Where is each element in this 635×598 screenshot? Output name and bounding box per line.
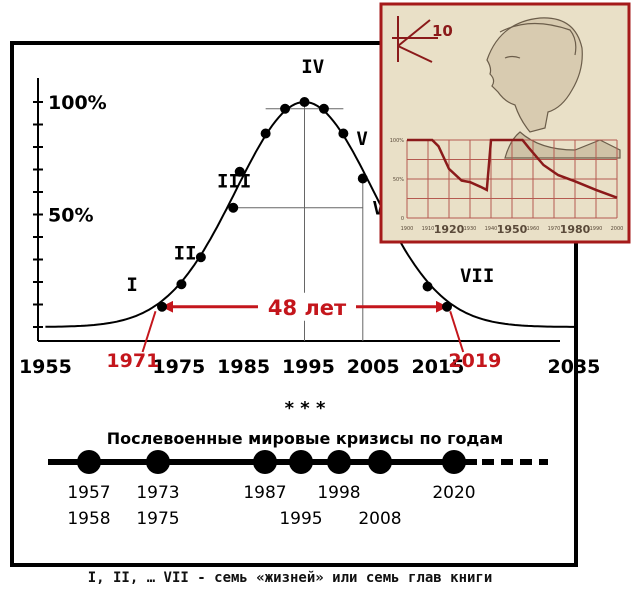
data-point <box>280 103 291 114</box>
span-label: 48 лет <box>268 296 347 320</box>
inset-x-tick-label: 1960 <box>527 226 540 232</box>
timeline-year: 1995 <box>279 509 322 529</box>
chapter-label: V <box>356 128 367 150</box>
y-tick-label: 50% <box>48 205 93 227</box>
data-point <box>357 173 368 184</box>
data-point <box>228 202 239 213</box>
inset-x-tick-label: 1930 <box>464 226 477 232</box>
chapter-label: I <box>126 274 137 296</box>
timeline-node <box>442 450 466 474</box>
data-point <box>260 128 271 139</box>
inset-y-tick-label: 50% <box>393 177 404 183</box>
data-point <box>157 301 167 312</box>
data-point <box>338 128 349 139</box>
highlight-leader <box>449 310 465 353</box>
inset-x-tick-label: 2000 <box>611 226 624 232</box>
timeline-year: 1975 <box>136 509 179 529</box>
inset-x-tick-label: 1970 <box>548 226 561 232</box>
data-point <box>318 103 329 114</box>
logo-k10: 10 <box>392 16 453 63</box>
timeline-title: Послевоенные мировые кризисы по годам <box>107 429 503 448</box>
data-point <box>195 252 206 263</box>
inset-x-tick-label: 1900 <box>401 226 414 232</box>
span-label-bg <box>258 292 356 321</box>
x-tick-label: 1955 <box>19 356 72 378</box>
inset-x-tick-label: 1920 <box>434 223 465 236</box>
x-tick-label-highlight: 1971 <box>106 350 159 372</box>
timeline-year: 2020 <box>432 483 475 503</box>
highlight-leader <box>141 310 157 353</box>
timeline-node <box>289 450 313 474</box>
inset-x-tick-label: 1980 <box>560 223 591 236</box>
bell-curve <box>45 100 577 328</box>
inset-y-tick-label: 100% <box>390 138 405 144</box>
svg-text:10: 10 <box>432 22 453 40</box>
chapter-label: IV <box>301 56 324 78</box>
inset-x-tick-label: 1910 <box>422 226 435 232</box>
figure-caption: I, II, … VII - семь «жизней» или семь гл… <box>87 570 493 586</box>
timeline-node <box>253 450 277 474</box>
data-point <box>299 97 310 107</box>
timeline-node <box>327 450 351 474</box>
timeline-node <box>77 450 101 474</box>
timeline-year: 1973 <box>136 483 179 503</box>
inset-x-tick-label: 1950 <box>497 223 528 236</box>
y-tick-label: 100% <box>48 92 107 114</box>
inset-frame <box>379 2 631 244</box>
chapter-label: II <box>174 243 197 265</box>
stars-separator: * * * <box>285 398 326 419</box>
timeline-year: 1957 <box>67 483 110 503</box>
timeline-node <box>146 450 170 474</box>
inset-chart: 10 1900 1910 1920 1930 1940 1950 1960 1970 1980 1… <box>379 2 631 244</box>
data-point <box>442 301 452 312</box>
data-point <box>234 166 245 177</box>
inset-y-tick-label: 0 <box>401 216 404 222</box>
inset-x-tick-label: 1940 <box>485 226 498 232</box>
inset-x-tick-label: 1990 <box>590 226 603 232</box>
chapter-label: VII <box>460 265 494 287</box>
x-tick-label: 1995 <box>282 356 335 378</box>
data-point <box>422 281 433 292</box>
x-tick-label: 2005 <box>347 356 400 378</box>
timeline-year: 1987 <box>243 483 286 503</box>
x-tick-label: 2035 <box>548 356 601 378</box>
x-tick-label: 2015 <box>411 356 464 378</box>
timeline-node <box>368 450 392 474</box>
timeline-year: 2008 <box>358 509 401 529</box>
crisis-timeline: Послевоенные мировые кризисы по годам 19… <box>48 429 548 529</box>
x-tick-label: 1985 <box>217 356 270 378</box>
x-tick-label-highlight: 2019 <box>448 350 501 372</box>
timeline-year: 1958 <box>67 509 110 529</box>
chapter-label: III <box>217 171 251 193</box>
data-point <box>176 279 187 290</box>
timeline-year: 1998 <box>317 483 360 503</box>
inset-series-line <box>407 138 618 199</box>
x-tick-label: 1975 <box>152 356 205 378</box>
